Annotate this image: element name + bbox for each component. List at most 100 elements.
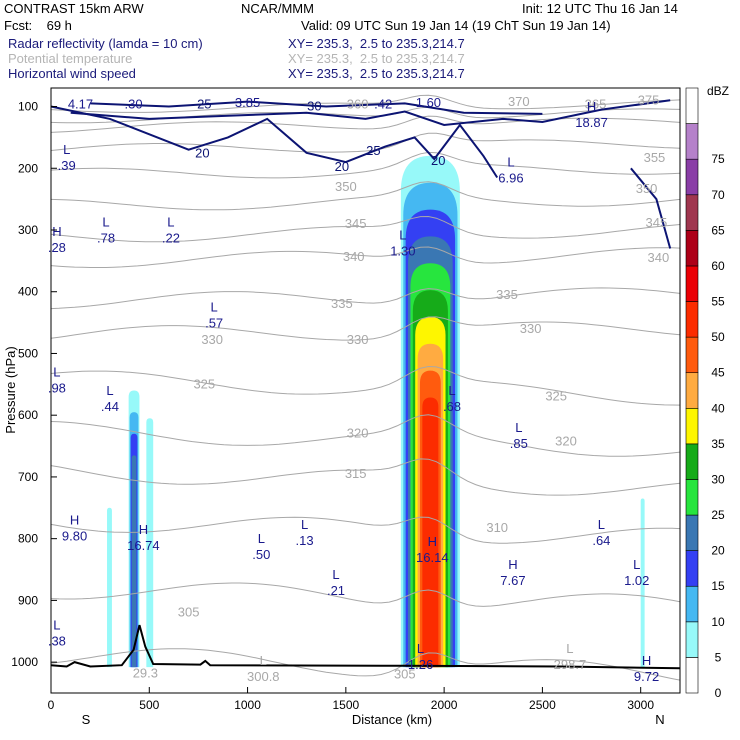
hl-letter: L	[258, 531, 265, 546]
theta-label: 360	[347, 97, 369, 112]
y-tick-label: 600	[18, 408, 38, 422]
theta-contour-line	[50, 582, 681, 607]
hl-value: 9.80	[62, 528, 87, 543]
hl-letter: H	[642, 653, 651, 668]
theta-label: 330	[520, 321, 542, 336]
reflectivity-band	[640, 498, 645, 668]
hl-value: 4.17	[68, 96, 93, 111]
reflectivity-band	[131, 455, 137, 668]
hl-letter: L	[633, 557, 640, 572]
theta-contour-line	[50, 132, 681, 153]
hl-value: .57	[205, 316, 223, 331]
model-name: CONTRAST 15km ARW	[4, 1, 144, 16]
theta-label: 365	[585, 97, 607, 112]
hl-letter: L	[448, 383, 455, 398]
theta-label: 305	[394, 666, 416, 681]
theta-label: 330	[347, 332, 369, 347]
hl-value: .39	[58, 158, 76, 173]
colorbar-tick-label: 40	[711, 401, 725, 415]
colorbar-unit: dBZ	[707, 84, 729, 98]
y-tick-label: 400	[18, 285, 38, 299]
hl-letter: L	[63, 142, 70, 157]
theta-label: 325	[545, 389, 567, 404]
colorbar-swatch	[685, 372, 699, 409]
plot-frame	[50, 87, 681, 694]
hl-letter: L	[106, 383, 113, 398]
hl-value: 3.85	[235, 95, 260, 110]
theta-contour-line	[50, 181, 681, 211]
hl-value: .50	[252, 547, 270, 562]
colorbar-tick-label: 20	[711, 544, 725, 558]
colorbar-swatch	[685, 301, 699, 338]
colorbar-tick-label: 70	[711, 188, 725, 202]
hl-letter: L	[167, 214, 174, 229]
theta-contour-line	[50, 365, 681, 406]
hl-value: .38	[48, 633, 66, 648]
x-tick-label: 1000	[234, 698, 261, 712]
colorbar-tick-label: 45	[711, 366, 725, 380]
x-tick-label: 2000	[431, 698, 458, 712]
hl-value: .22	[162, 230, 180, 245]
hl-value: .85	[510, 436, 528, 451]
hl-letter: L	[515, 420, 522, 435]
colorbar-swatch	[685, 158, 699, 196]
theta-label: 375	[638, 92, 660, 107]
colorbar-tick-label: 50	[711, 330, 725, 344]
field3-name: Horizontal wind speed	[8, 66, 136, 81]
hl-letter: H	[508, 557, 517, 572]
hl-value: 9.72	[634, 669, 659, 684]
wind-label: 30	[307, 99, 321, 114]
reflectivity-band	[107, 507, 112, 668]
wind-contours	[50, 99, 672, 249]
theta-label: 335	[496, 287, 518, 302]
colorbar: 0 5 10 15 20 25 30 35 40 45 50 55 60 65 70 75	[685, 87, 725, 700]
theta-label: 320	[555, 434, 577, 449]
theta-contour-line	[50, 458, 681, 496]
colorbar-tick-label: 60	[711, 259, 725, 273]
colorbar-tick-label: 5	[715, 650, 722, 664]
colorbar-swatch	[685, 550, 699, 587]
colorbar-swatch	[685, 443, 699, 480]
hl-letter: L	[332, 567, 339, 582]
x-tick-label: 0	[48, 698, 55, 712]
valid-time: Valid: 09 UTC Sun 19 Jan 14 (19 ChT Sun …	[301, 18, 611, 33]
y-tick-label: 200	[18, 161, 38, 175]
x-tick-label: 2500	[529, 698, 556, 712]
hl-letter: L	[417, 641, 424, 656]
theta-contour-line	[50, 648, 681, 681]
contour-labels: 375 370 365 360 355 350 350 345 345 340 340 335 335 3…	[178, 92, 669, 681]
x-axis-label: Distance (km)	[352, 712, 432, 727]
colorbar-tick-label: 65	[711, 223, 725, 237]
theta-contour-line	[50, 215, 681, 243]
reflectivity-layer	[107, 155, 645, 668]
hl-letter: H	[139, 522, 148, 537]
field3-xy: XY= 235.3, 2.5 to 235.3,214.7	[288, 66, 465, 81]
theta-contour-line	[50, 94, 681, 113]
hl-value: .98	[48, 380, 66, 395]
hl-value: .42	[374, 96, 392, 111]
hl-value: 1.26	[408, 657, 433, 672]
colorbar-swatch	[685, 123, 699, 160]
init-time: Init: 12 UTC Thu 16 Jan 14	[522, 1, 678, 16]
colorbar-tick-label: 15	[711, 579, 725, 593]
y-tick-label: 900	[18, 593, 38, 607]
x-tick-label: 3000	[627, 698, 654, 712]
theta-label: 330	[201, 332, 223, 347]
hl-value: .13	[296, 533, 314, 548]
colorbar-swatch	[685, 621, 699, 658]
hl-value: .78	[97, 230, 115, 245]
y-axis-label: Pressure (hPa)	[3, 346, 18, 433]
colorbar-tick-label: 10	[711, 615, 725, 629]
forecast-hour: Fcst: 69 h	[4, 18, 72, 33]
x-tick-label: 500	[139, 698, 159, 712]
hl-value: .64	[592, 533, 610, 548]
x-tick-label: 1500	[332, 698, 359, 712]
theta-contour-line	[50, 287, 681, 310]
hl-value: .68	[443, 399, 461, 414]
colorbar-top-cap	[685, 87, 699, 124]
wind-contour-line	[630, 167, 672, 249]
theta-contours	[50, 94, 681, 681]
hl-letter: L	[53, 617, 60, 632]
hl-value: .28	[48, 240, 66, 255]
